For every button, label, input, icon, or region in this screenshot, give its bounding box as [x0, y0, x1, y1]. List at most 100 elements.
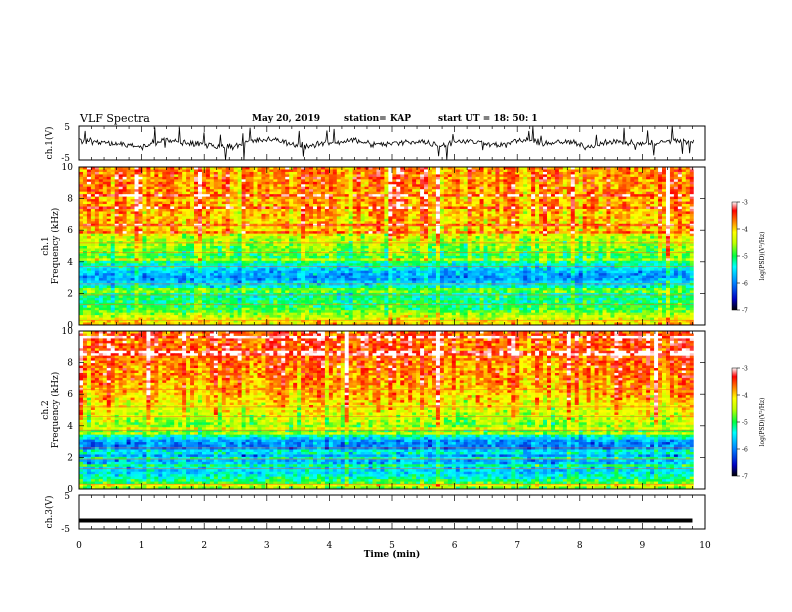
spectrogram-cell — [182, 169, 187, 173]
spectrogram-cell — [586, 189, 592, 193]
spectrogram-cell — [673, 221, 679, 225]
spectrogram-cell — [570, 211, 576, 215]
spectrogram-cell — [194, 231, 199, 235]
spectrogram-cell — [447, 186, 453, 190]
spectrogram-cell — [138, 189, 143, 193]
spectrogram-cell — [316, 171, 322, 175]
spectrogram-cell — [348, 184, 354, 188]
spectrogram-cell — [257, 238, 262, 242]
spectrogram-cell — [368, 169, 373, 173]
spectrogram-cell — [669, 179, 675, 183]
spectrogram-cell — [197, 204, 203, 207]
spectrogram-cell — [217, 174, 223, 178]
spectrogram-cell — [336, 191, 342, 195]
spectrogram-cell — [546, 181, 552, 185]
spectrogram-cell — [638, 238, 643, 242]
spectrogram-cell — [261, 171, 266, 175]
spectrogram-cell — [487, 233, 492, 237]
spectrogram-cell — [277, 199, 282, 202]
spectrogram-cell — [523, 167, 528, 170]
spectrogram-cell — [439, 174, 445, 178]
spectrogram-cell — [523, 208, 528, 212]
spectrogram-cell — [277, 176, 282, 180]
spectrogram-cell — [162, 199, 167, 202]
spectrogram-cell — [539, 199, 544, 202]
spectrogram-cell — [416, 204, 421, 207]
spectrogram-cell — [316, 216, 322, 220]
spectrogram-cell — [352, 194, 358, 198]
spectrogram-cell — [197, 184, 203, 188]
spectrogram-cell — [197, 179, 203, 183]
spectrogram-cell — [166, 201, 171, 205]
spectrogram-cell — [209, 206, 215, 210]
spectrogram-cell — [602, 213, 607, 217]
spectrogram-cell — [638, 167, 643, 170]
spectrogram-cell — [642, 169, 647, 173]
spectrogram-cell — [289, 181, 294, 185]
spectrogram-cell — [249, 216, 254, 220]
spectrogram-cell — [630, 191, 635, 195]
spectrogram-cell — [301, 233, 306, 237]
spectrogram-cell — [610, 216, 615, 220]
spectrogram-cell — [305, 204, 310, 207]
spectrogram-cell — [90, 204, 96, 207]
spectrogram-cell — [424, 228, 429, 232]
spectrogram-cell — [685, 199, 691, 202]
spectrogram-cell — [194, 201, 199, 205]
spectrogram-cell — [221, 169, 227, 173]
spectrogram-cell — [221, 201, 227, 205]
spectrogram-cell — [677, 228, 683, 232]
spectrogram-cell — [384, 236, 389, 239]
spectrogram-cell — [658, 206, 663, 210]
spectrogram-cell — [126, 184, 131, 188]
spectrogram-cell — [166, 211, 171, 215]
spectrogram-cell — [372, 171, 377, 175]
spectrogram-cell — [86, 189, 92, 193]
spectrogram-cell — [309, 208, 314, 212]
spectrogram-cell — [499, 184, 504, 188]
spectrogram-cell — [594, 169, 599, 173]
spectrogram-cell — [578, 174, 584, 178]
spectrogram-cell — [324, 243, 330, 247]
spectrogram-cell — [261, 181, 266, 185]
spectrogram-cell — [586, 196, 592, 200]
spectrogram-cell — [340, 236, 346, 239]
spectrogram-cell — [646, 226, 651, 230]
spectrogram-cell — [408, 236, 413, 239]
spectrogram-cell — [94, 196, 100, 200]
spectrogram-cell — [98, 213, 104, 217]
spectrogram-cell — [86, 221, 92, 225]
spectrogram-cell — [416, 228, 421, 232]
spectrogram-cell — [503, 181, 508, 185]
spectrogram-cell — [681, 231, 687, 235]
spectrogram-cell — [447, 211, 453, 215]
spectrogram-cell — [447, 206, 453, 210]
spectrogram-cell — [174, 213, 179, 217]
spectrogram-cell — [90, 171, 96, 175]
spectrogram-cell — [483, 221, 488, 225]
spectrogram-cell — [598, 191, 603, 195]
spectrogram-cell — [507, 221, 512, 225]
spectrogram-cell — [146, 196, 151, 200]
station-label: station= KAP — [344, 114, 411, 124]
spectrogram-cell — [431, 204, 437, 207]
spectrogram-cell — [511, 238, 516, 242]
spectrogram-cell — [483, 199, 488, 202]
spectrogram-cell — [459, 221, 465, 225]
spectrogram-cell — [654, 169, 659, 173]
spectrogram-cell — [269, 201, 274, 205]
spectrogram-cell — [79, 176, 84, 180]
spectrogram-cell — [677, 204, 683, 207]
spectrogram-cell — [479, 184, 484, 188]
spectrogram-cell — [404, 169, 409, 173]
spectrogram-cell — [309, 206, 314, 210]
spectrogram-cell — [471, 216, 477, 220]
spectrogram-cell — [253, 228, 258, 232]
spectrogram-cell — [324, 218, 330, 222]
spectrogram-cell — [507, 236, 512, 239]
spectrogram-cell — [392, 191, 397, 195]
spectrogram-cell — [447, 208, 453, 212]
spectrogram-cell — [261, 211, 266, 215]
spectrogram-cell — [174, 226, 179, 230]
spectrogram-cell — [578, 191, 584, 195]
